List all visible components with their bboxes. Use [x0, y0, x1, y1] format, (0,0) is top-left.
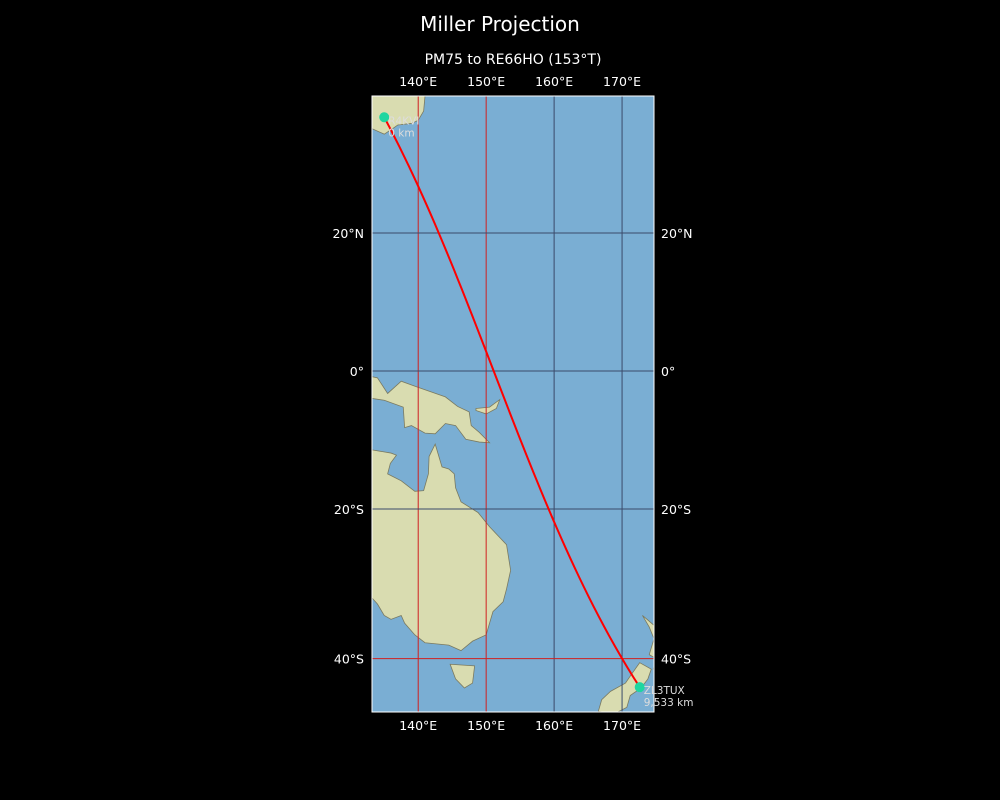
lon-tick-label-bottom: 140°E — [399, 718, 437, 733]
lon-tick-label-top: 150°E — [467, 74, 505, 89]
route-line — [383, 116, 641, 688]
lon-tick-label-top: 140°E — [399, 74, 437, 89]
station-marker[interactable] — [379, 112, 390, 123]
station-distance: 0 km — [388, 127, 414, 139]
map-title: Miller Projection — [420, 12, 580, 36]
lat-tick-label-right: 20°N — [661, 226, 693, 241]
lon-tick-label-top: 160°E — [535, 74, 573, 89]
lat-tick-label-left: 20°S — [334, 502, 364, 517]
map-layer — [372, 96, 654, 712]
map-frame — [371, 95, 655, 713]
lat-tick-label-right: 0° — [661, 364, 675, 379]
lat-tick-label-right: 20°S — [661, 502, 691, 517]
station-marker[interactable] — [634, 682, 645, 693]
lat-tick-label-right: 40°S — [661, 652, 691, 667]
station-callsign: ZL3TUX — [644, 685, 685, 697]
lat-tick-label-left: 20°N — [332, 226, 364, 241]
lon-tick-label-top: 170°E — [603, 74, 641, 89]
lon-tick-label-bottom: 170°E — [603, 718, 641, 733]
map-subtitle: PM75 to RE66HO (153°T) — [424, 52, 602, 68]
lon-tick-label-bottom: 150°E — [467, 718, 505, 733]
lat-tick-label-left: 40°S — [334, 652, 364, 667]
land-australia — [372, 443, 512, 652]
land-tasmania — [449, 663, 476, 689]
land-newbritain — [475, 398, 501, 415]
land-png — [372, 376, 491, 444]
land-nz_south — [597, 662, 652, 712]
lon-tick-label-bottom: 160°E — [535, 718, 573, 733]
station-distance: 9,533 km — [644, 697, 694, 709]
station-callsign: R4KVI — [388, 115, 419, 127]
lat-tick-label-left: 0° — [350, 364, 364, 379]
